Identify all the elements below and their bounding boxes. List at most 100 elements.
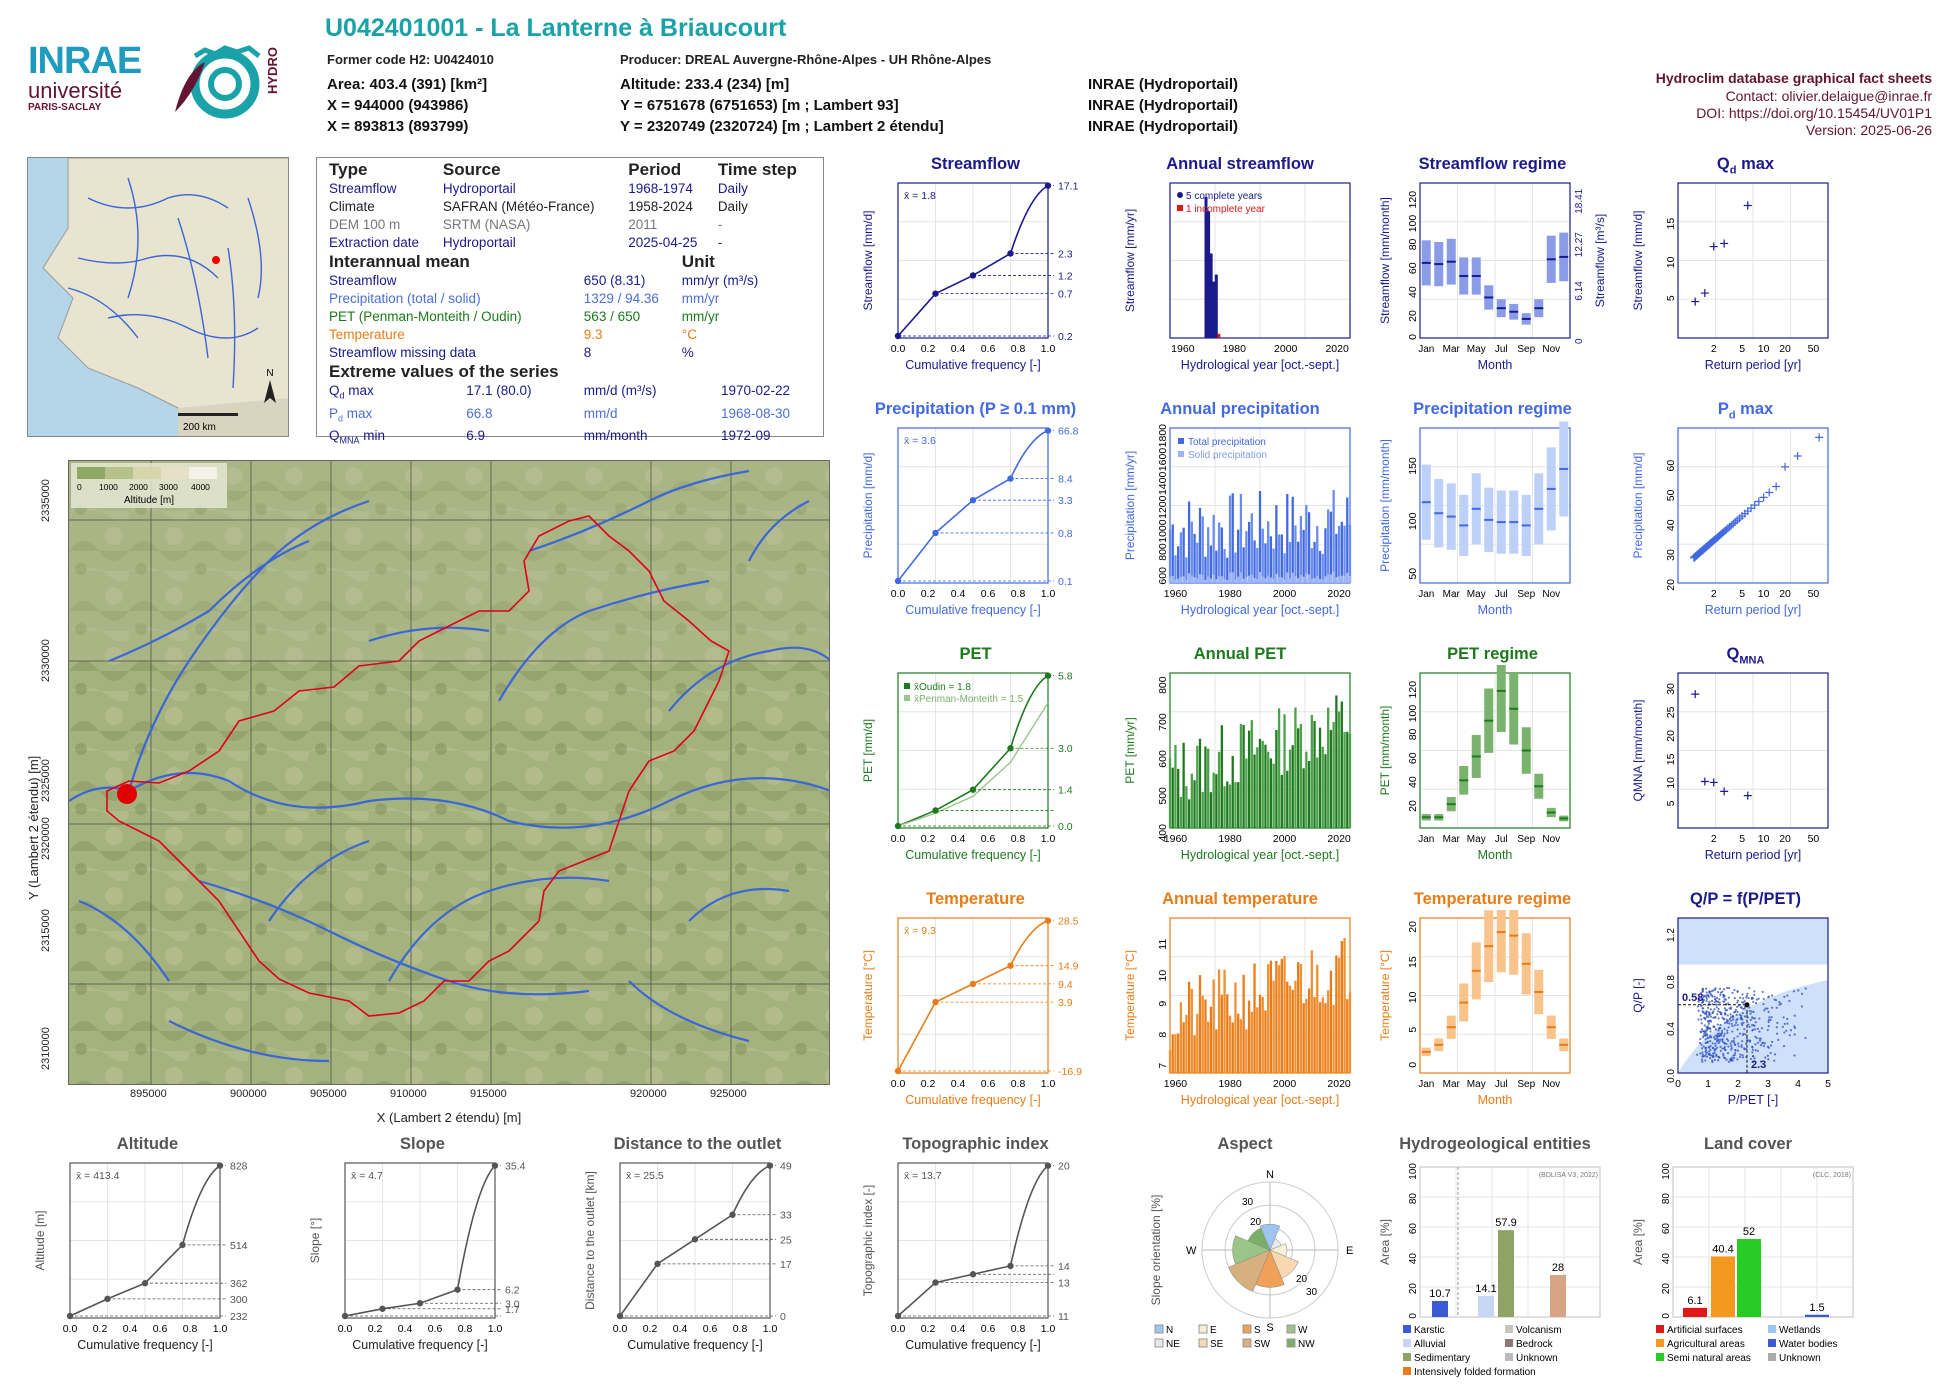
- slope-panel: Slope 35.4 6.2 3.0 1.7 0.0 0.2 0.4 0.6 0.8 1.0 Cumu…: [305, 1135, 540, 1360]
- temp-regime-title: Temperature regime: [1413, 890, 1572, 908]
- y-axis-label: Precipitation [mm/d]: [1631, 452, 1645, 558]
- qp-point: [1725, 1037, 1729, 1041]
- annual-bar: [1277, 965, 1281, 1073]
- annual-bar: [1258, 738, 1262, 828]
- qp-point: [1752, 1010, 1755, 1014]
- qp-point: [1701, 990, 1705, 993]
- qp-point: [1698, 997, 1701, 1001]
- pet-svg: 5.8 3.0 1.4 0.0 0.0 0.2 0.4 0.6 0.8 1.0Cumulative…: [861, 671, 1073, 862]
- annual-bar: [1302, 1003, 1305, 1073]
- qp-point: [1779, 1002, 1783, 1005]
- qp-point: [1696, 1005, 1699, 1008]
- annual-bar: [1327, 990, 1330, 1073]
- qp-point: [1748, 1006, 1751, 1009]
- x-axis-label: Hydrological year [oct.-sept.]: [1181, 603, 1339, 617]
- annual-bar: [1318, 1002, 1322, 1073]
- qp-point: [1793, 1033, 1796, 1036]
- qp-point: [1776, 1032, 1779, 1035]
- qp-point: [1705, 1046, 1708, 1049]
- x-tick: 0.2: [368, 1323, 383, 1335]
- legend-tick: 1000: [99, 482, 118, 492]
- right-tick: 9.4: [1058, 979, 1073, 991]
- qp-point: [1785, 1029, 1788, 1032]
- y-axis-label: Distance to the outlet [km]: [583, 1171, 597, 1310]
- qp-point: [1703, 1024, 1706, 1027]
- annual-bar: [1329, 729, 1333, 828]
- x-tick: 0.4: [398, 1323, 413, 1335]
- annual-bar: [1313, 721, 1316, 828]
- plot-frame: [1672, 1166, 1854, 1318]
- x-tick: Nov: [1542, 1079, 1560, 1090]
- annual-bar-solid: [1305, 573, 1308, 583]
- qp-point: [1734, 1049, 1737, 1052]
- x-tick: 0.8: [1011, 833, 1026, 845]
- annual-bar: [1253, 754, 1256, 828]
- annual-bar: [1313, 541, 1316, 583]
- annual-bar: [1214, 274, 1218, 338]
- right-tick: 1.2: [1058, 270, 1073, 282]
- plot-frame: [1677, 427, 1829, 584]
- hydrogeo-bar: [1498, 1230, 1514, 1317]
- y-axis-label: Precipitation [mm/d]: [861, 452, 875, 558]
- rose-direction: E: [1346, 1245, 1353, 1257]
- annual-bar: [1226, 781, 1229, 828]
- x-tick: 2020: [1327, 1078, 1351, 1090]
- source-3: INRAE (Hydroportail): [1088, 118, 1238, 135]
- right-tick: 35.4: [505, 1161, 526, 1173]
- qp-point: [1764, 1007, 1767, 1010]
- qp-point: [1704, 987, 1708, 990]
- x-tick: 0.0: [891, 1323, 906, 1335]
- qp-point: [1793, 1014, 1796, 1017]
- annual-bar-solid: [1294, 576, 1297, 583]
- annual-bar-solid: [1318, 579, 1322, 583]
- aspect-panel: Aspect N S E W 30 20 30 20 Slope orientation [%] N…: [1130, 1135, 1360, 1380]
- qp-point: [1723, 1021, 1727, 1024]
- mean-value: 563 / 650: [583, 309, 641, 324]
- y-tick: 600: [1157, 750, 1169, 768]
- rose-ring-label: 30: [1242, 1197, 1254, 1208]
- annual-bar: [1237, 782, 1240, 828]
- plot-frame: [897, 427, 1049, 584]
- y-tick: 1200: [1157, 495, 1169, 519]
- qp-point: [1788, 1034, 1791, 1037]
- right-tick: 17.1: [1058, 181, 1079, 193]
- annual-bar: [1242, 724, 1245, 828]
- qp-point: [1708, 1002, 1711, 1005]
- annual-bar: [1226, 994, 1229, 1073]
- y-tick: 60: [1665, 460, 1677, 472]
- qp-point: [1734, 1008, 1737, 1012]
- qp-point: [1736, 1035, 1739, 1038]
- qp-point: [1717, 1029, 1720, 1032]
- annual-bar: [1280, 534, 1283, 583]
- qp-point: [1739, 996, 1742, 999]
- qp-point: [1744, 1033, 1747, 1036]
- qp-point: [1800, 1005, 1804, 1008]
- qp-ratio-svg: 0.58 2.3 0.0 0.4 0.8 1.2 0 1 2 3 4 5 P/PET [-] Q/P [-…: [1631, 917, 1831, 1107]
- precip-title: Precipitation (P ≥ 0.1 mm): [874, 400, 1077, 418]
- qp-point: [1730, 1022, 1733, 1026]
- qp-point: [1700, 1058, 1704, 1061]
- y-axis-label: Streamflow [mm/month]: [1378, 197, 1392, 324]
- right-tick: 14.9: [1058, 961, 1079, 973]
- annual-bar: [1198, 975, 1202, 1073]
- right-tick: 18.41: [1574, 188, 1585, 213]
- annual-bar: [1237, 1013, 1240, 1073]
- qp-point: [1757, 997, 1760, 1000]
- right-tick: 0: [780, 1311, 786, 1323]
- map-yticks: 2335000 2330000 2325000 2320000 2315000 …: [40, 460, 60, 1085]
- annual-bar-solid: [1250, 574, 1253, 583]
- temperature-title: Temperature: [926, 890, 1025, 908]
- qp-point: [1770, 1044, 1773, 1047]
- x-tick: 2020: [1325, 343, 1349, 355]
- qp-point: [1704, 1048, 1708, 1052]
- x-tick: Mar: [1443, 344, 1461, 355]
- qp-value: 0.58: [1682, 992, 1703, 1004]
- annual-bar: [1332, 721, 1335, 828]
- x-axis-label: Hydrological year [oct.-sept.]: [1181, 1093, 1339, 1107]
- legend-label: W: [1298, 1325, 1308, 1336]
- qp-point: [1764, 1056, 1767, 1059]
- qp-point: [1751, 1051, 1754, 1054]
- annual-bar: [1256, 747, 1259, 828]
- qp-point: [1766, 1028, 1769, 1032]
- right-tick: -16.9: [1058, 1066, 1082, 1078]
